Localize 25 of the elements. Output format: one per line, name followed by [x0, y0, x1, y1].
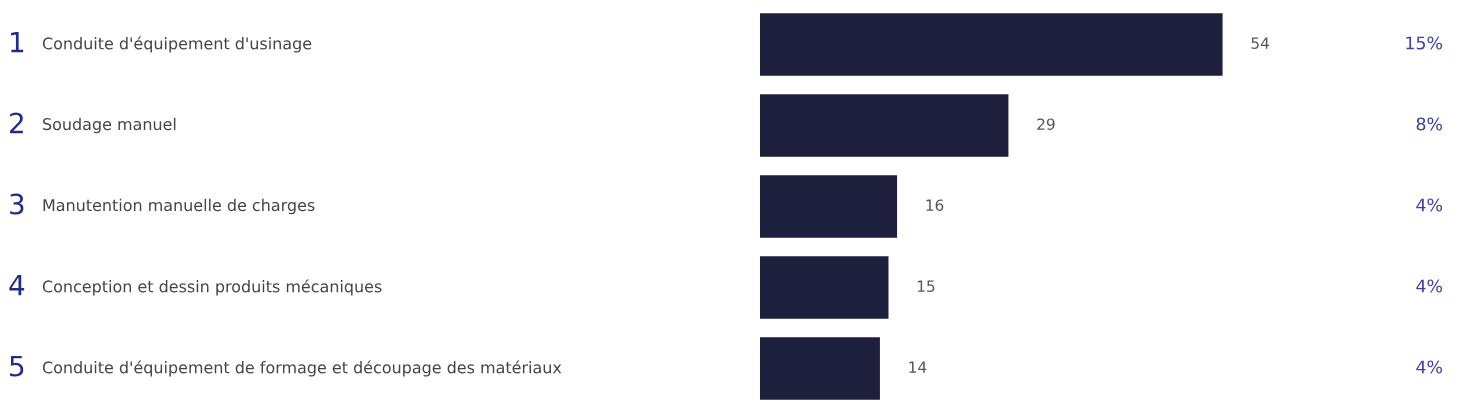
y-tick-label: Conception et dessin produits mécaniques: [42, 279, 382, 296]
text: 8%: [1416, 117, 1443, 131]
text: 4: [9, 274, 25, 296]
y-tick-label: Manutention manuelle de charges: [43, 198, 315, 215]
text: 4%: [1416, 198, 1443, 212]
bar: [760, 94, 1009, 157]
bar: [760, 256, 889, 319]
y-tick-label: Conduite d'équipement de formage et découpage des matériaux: [42, 360, 562, 377]
text: 2: [10, 112, 23, 134]
text: 3: [10, 193, 24, 215]
text: 4%: [1416, 279, 1443, 293]
text: 5: [10, 355, 24, 377]
y-tick-label: Conduite d'équipement d'usinage: [42, 36, 312, 53]
bar: [760, 337, 880, 400]
data-label: 15: [917, 280, 935, 292]
y-tick-label: Soudage manuel: [43, 117, 176, 134]
bar: [760, 175, 898, 238]
data-label: 29: [1037, 118, 1055, 130]
data-label: 54: [1251, 37, 1269, 49]
bar: [760, 13, 1223, 76]
text: 1: [11, 31, 24, 53]
text: 4%: [1416, 360, 1443, 374]
text: 15%: [1406, 36, 1443, 50]
data-label: 16: [926, 199, 944, 211]
data-label: 14: [909, 361, 927, 373]
